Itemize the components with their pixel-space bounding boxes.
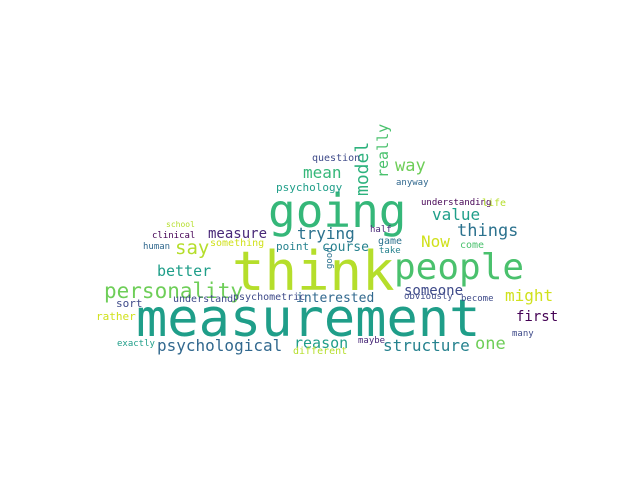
cloud-word: different: [293, 346, 348, 357]
cloud-word: measure: [208, 226, 268, 242]
cloud-word: game: [378, 236, 403, 247]
cloud-word: really: [374, 123, 392, 178]
cloud-word: life: [482, 198, 507, 209]
cloud-word: understand: [173, 294, 234, 305]
cloud-word: obviously: [404, 292, 453, 302]
cloud-word: trying: [297, 224, 355, 243]
cloud-word: good: [325, 247, 335, 269]
cloud-word: might: [505, 286, 554, 305]
cloud-word: better: [157, 262, 212, 280]
cloud-word: point: [276, 240, 310, 253]
cloud-word: value: [432, 205, 481, 224]
cloud-word: rather: [96, 310, 136, 323]
cloud-word: psychological: [157, 336, 283, 355]
cloud-word: mean: [303, 163, 342, 182]
cloud-word: interested: [296, 291, 375, 306]
cloud-word: first: [516, 309, 559, 325]
cloud-word: exactly: [117, 339, 155, 349]
cloud-word: half: [370, 225, 392, 235]
cloud-word: things: [457, 221, 519, 241]
cloud-word: human: [143, 242, 171, 252]
cloud-word: take: [379, 246, 401, 256]
cloud-word: course: [322, 240, 369, 255]
cloud-word: many: [512, 329, 534, 339]
cloud-word: question: [312, 153, 361, 164]
cloud-word: going: [268, 184, 407, 238]
cloud-word: one: [475, 334, 506, 354]
cloud-word: clinical: [152, 231, 196, 241]
cloud-word: sort: [116, 297, 143, 310]
cloud-word: maybe: [358, 336, 386, 346]
cloud-word: anyway: [396, 178, 429, 188]
cloud-word: say: [175, 237, 210, 259]
cloud-word: personality: [104, 279, 244, 303]
cloud-word: become: [461, 294, 494, 304]
cloud-word: understanding: [421, 198, 492, 208]
cloud-word: come: [460, 240, 485, 251]
cloud-word: model: [352, 141, 373, 196]
cloud-word: psychology: [276, 181, 343, 194]
cloud-word: think: [232, 240, 395, 303]
cloud-word: structure: [383, 336, 470, 355]
cloud-word: school: [166, 220, 195, 229]
cloud-word: reason: [294, 334, 349, 352]
cloud-word: psychometric: [233, 292, 306, 303]
cloud-word: Now: [421, 232, 450, 251]
cloud-word: someone: [404, 283, 464, 299]
cloud-word: something: [210, 238, 265, 249]
cloud-word: people: [394, 247, 525, 288]
cloud-word: way: [395, 156, 426, 176]
cloud-word: measurement: [136, 289, 481, 349]
